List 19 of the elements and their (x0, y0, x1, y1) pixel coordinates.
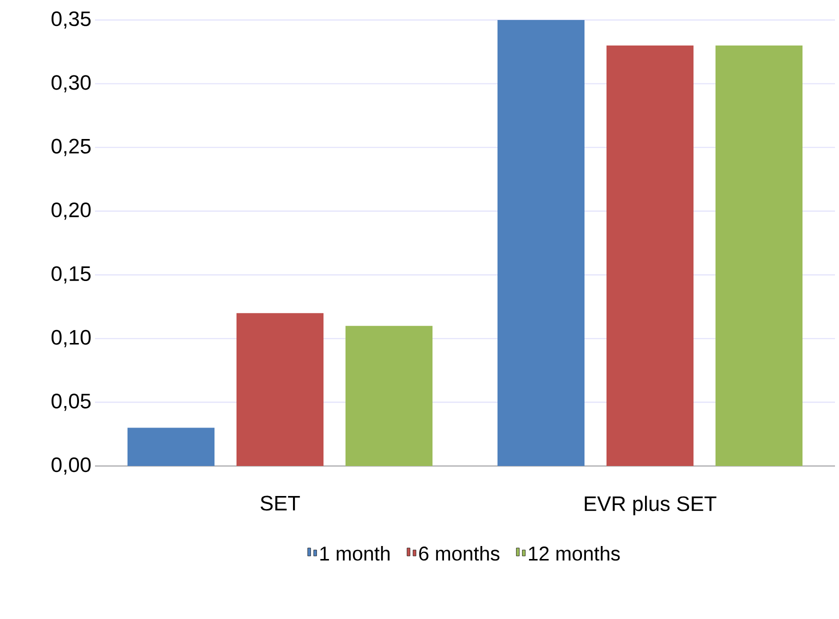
y-tick-label: 0,30 (52, 75, 91, 92)
x-tick-label: EVR plus SET (584, 496, 716, 516)
bar (128, 428, 215, 466)
y-tick-label: 0,05 (52, 394, 91, 411)
legend-label: 1 month (320, 546, 390, 561)
bar (346, 326, 433, 466)
bar (606, 45, 694, 466)
y-tick-label: 0,10 (52, 330, 91, 348)
y-tick-label: 0,15 (52, 266, 91, 284)
y-tick-label: 0,20 (52, 202, 91, 220)
y-tick-label: 0,00 (52, 457, 91, 475)
legend-label: 6 months (419, 546, 500, 561)
legend-label: 12 months (529, 546, 620, 561)
bar (498, 20, 585, 466)
y-tick-label: 0,25 (52, 138, 91, 156)
y-tick-label: 0,35 (52, 11, 91, 29)
bar (236, 313, 324, 466)
x-tick-label: SET (260, 496, 300, 511)
bar (716, 45, 803, 466)
